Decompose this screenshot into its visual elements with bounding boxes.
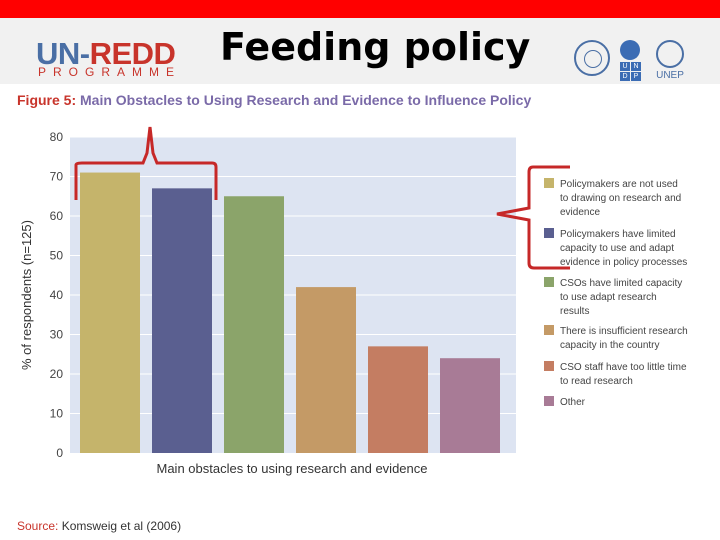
y-tick-label: 0 <box>56 446 63 460</box>
bar <box>80 172 140 454</box>
legend: Policymakers are not used to drawing on r… <box>544 178 688 408</box>
y-tick-label: 50 <box>50 249 64 263</box>
legend-label: evidence <box>560 207 600 218</box>
legend-label: capacity in the country <box>560 340 660 351</box>
y-tick-label: 70 <box>50 170 64 184</box>
y-tick-label: 20 <box>50 367 64 381</box>
legend-label: results <box>560 306 589 317</box>
legend-label: Policymakers are not used <box>560 179 678 190</box>
legend-label: CSOs have limited capacity <box>560 278 682 289</box>
fao-logo-icon <box>574 40 610 76</box>
undp-letter: U <box>620 62 630 71</box>
undp-globe-icon <box>620 40 640 60</box>
unep-globe-icon <box>656 40 684 68</box>
annotation-bracket-legend <box>496 165 570 270</box>
bar <box>152 188 212 453</box>
slide-title: Feeding policy <box>220 25 531 69</box>
bar <box>368 346 428 453</box>
legend-swatch <box>544 178 554 188</box>
y-tick-label: 80 <box>50 130 64 144</box>
unep-label: UNEP <box>656 70 684 81</box>
source-note: Source: Komsweig et al (2006) <box>17 519 181 533</box>
undp-letter: N <box>631 62 641 71</box>
legend-label: evidence in policy processes <box>560 257 687 268</box>
figure-label: Figure 5: <box>17 92 77 108</box>
logo-programme: PROGRAMME <box>38 65 182 79</box>
top-accent-bar <box>0 0 720 18</box>
legend-label: Other <box>560 397 586 408</box>
logo-un: UN- <box>36 36 90 71</box>
bar <box>224 196 284 453</box>
un-redd-logo: UN-REDD <box>36 36 176 71</box>
undp-logo-icon: U N D P <box>620 40 642 82</box>
bar <box>440 358 500 453</box>
figure-title: Main Obstacles to Using Research and Evi… <box>80 92 532 108</box>
legend-swatch <box>544 228 554 238</box>
legend-label: to use adapt research <box>560 292 657 303</box>
bar <box>296 287 356 453</box>
undp-letter: D <box>620 72 630 81</box>
source-text: Komsweig et al (2006) <box>61 519 182 533</box>
y-tick-label: 30 <box>50 328 64 342</box>
x-axis-label: Main obstacles to using research and evi… <box>157 461 428 476</box>
legend-swatch <box>544 396 554 406</box>
y-tick-label: 60 <box>50 209 64 223</box>
unep-logo-icon: UNEP <box>652 40 688 81</box>
legend-label: to read research <box>560 376 633 387</box>
legend-label: to drawing on research and <box>560 193 681 204</box>
y-tick-label: 10 <box>50 407 64 421</box>
legend-label: capacity to use and adapt <box>560 243 674 254</box>
legend-swatch <box>544 325 554 335</box>
y-axis-label: % of respondents (n=125) <box>19 220 34 370</box>
annotation-bracket-bars <box>74 126 218 200</box>
source-label: Source: <box>17 519 59 533</box>
undp-letter: P <box>631 72 641 81</box>
y-tick-label: 40 <box>50 288 64 302</box>
logo-redd: REDD <box>89 36 176 71</box>
legend-swatch <box>544 277 554 287</box>
legend-label: Policymakers have limited <box>560 229 676 240</box>
legend-label: There is insufficient research <box>560 326 688 337</box>
bars <box>80 172 500 454</box>
legend-label: CSO staff have too little time <box>560 362 687 373</box>
figure-caption: Figure 5: Main Obstacles to Using Resear… <box>17 92 531 108</box>
legend-swatch <box>544 361 554 371</box>
y-axis-ticks: 0 10 20 30 40 50 60 70 80 <box>50 130 64 460</box>
